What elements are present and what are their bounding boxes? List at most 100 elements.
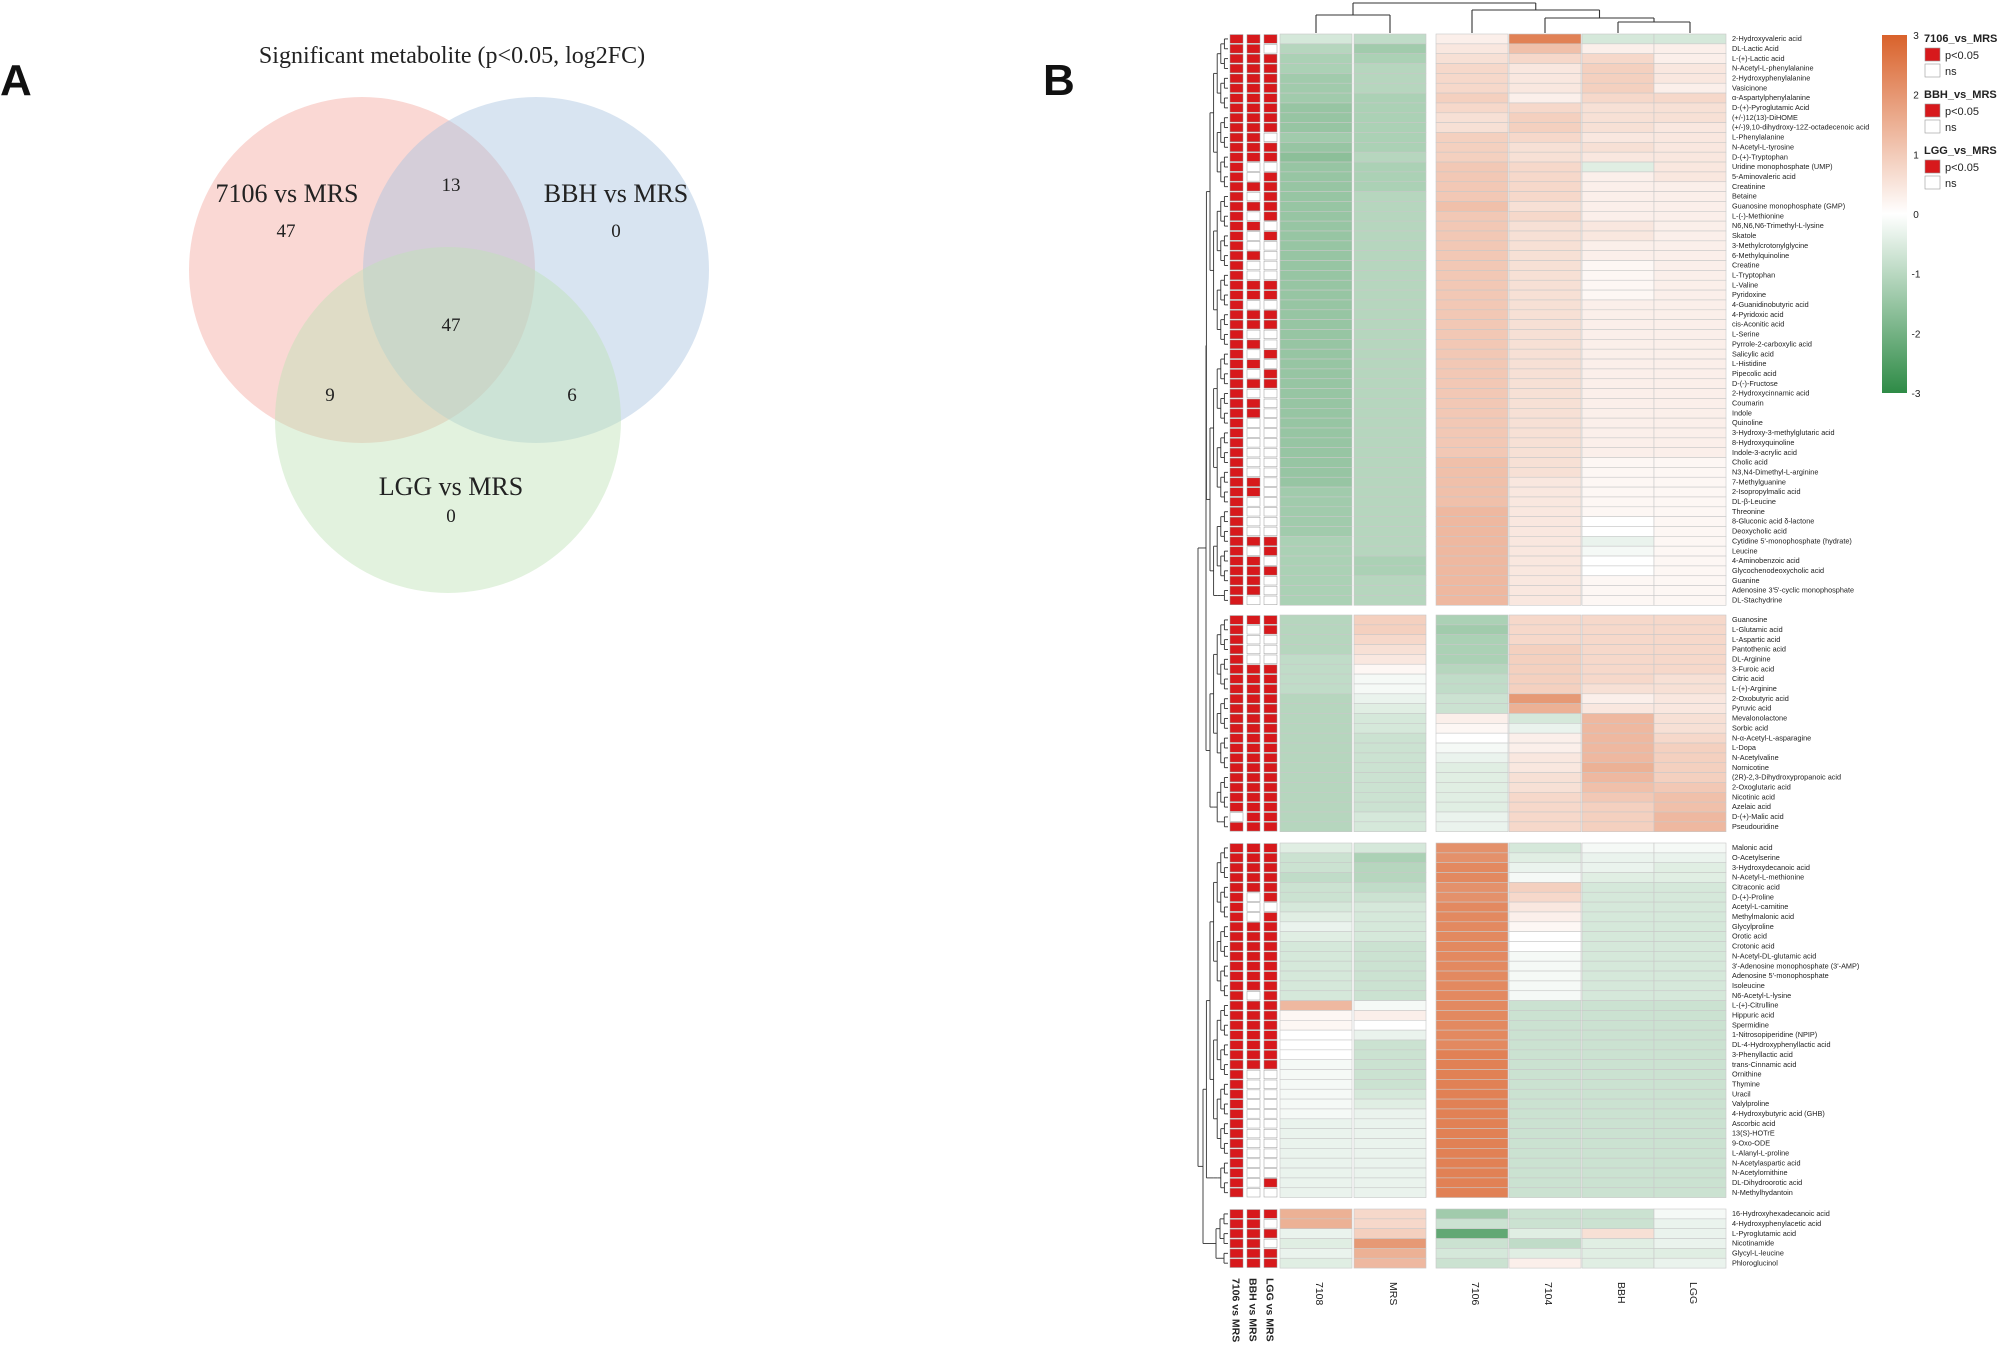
heatmap-cell [1653,1257,1727,1269]
heatmap-cell [1435,683,1509,695]
heatmap-cell [1653,663,1727,675]
metabolite-label: DL-4-Hydroxyphenyllactic acid [1732,1040,1831,1049]
annotation-cell [1229,1158,1244,1168]
heatmap-cell [1279,742,1353,754]
heatmap-cell [1353,1118,1427,1129]
heatmap-cell [1581,673,1655,685]
heatmap-cell [1508,1029,1582,1041]
heatmap-cell [1653,486,1727,498]
annotation-cell [1263,162,1278,172]
heatmap-cell [1653,73,1727,84]
heatmap-cell [1279,575,1353,586]
annotation-cell [1229,418,1244,428]
annotation-cell [1263,1148,1278,1158]
annotation-cell [1229,536,1244,546]
annotation-cell [1263,369,1278,379]
heatmap-cell [1508,486,1582,498]
heatmap-cell [1581,970,1655,982]
heatmap-cell [1508,555,1582,567]
heatmap-cell [1435,1248,1509,1259]
heatmap-cell [1653,1000,1727,1011]
heatmap-cell [1279,486,1353,498]
metabolite-label: Leucine [1732,546,1758,555]
heatmap-cell [1508,63,1582,74]
annotation-cell [1229,1000,1244,1011]
metabolite-label: D-(+)-Proline [1732,892,1774,901]
annotation-cell [1229,941,1244,951]
metabolite-label: D-(+)-Tryptophan [1732,152,1788,161]
metabolite-label: L-Histidine [1732,359,1766,368]
metabolite-label: Phloroglucinol [1732,1258,1778,1267]
heatmap-cell [1353,319,1427,330]
heatmap-cell [1653,1138,1727,1149]
annotation-cell [1263,517,1278,527]
annotation-cell [1246,1188,1261,1198]
annotation-cell [1263,654,1278,664]
heatmap-cell [1435,1029,1509,1041]
heatmap-cell [1435,614,1509,626]
heatmap-cell [1353,102,1427,114]
heatmap-cell [1581,801,1655,813]
annotation-cell [1246,103,1261,113]
heatmap-cell [1353,901,1427,913]
metabolite-label: Glycyl-L-leucine [1732,1248,1784,1257]
heatmap-cell [1353,260,1427,271]
heatmap-cell [1279,842,1353,854]
heatmap-cell [1508,82,1582,94]
annotation-cell [1263,922,1278,932]
heatmap-cell [1279,931,1353,942]
heatmap-cell [1435,624,1509,635]
heatmap-cell [1653,891,1727,903]
annotation-cell [1263,93,1278,103]
metabolite-label: Cholic acid [1732,458,1768,467]
heatmap-cell [1581,911,1655,923]
annotation-cell [1263,260,1278,271]
heatmap-cell [1581,852,1655,863]
heatmap-cell [1435,821,1509,832]
heatmap-cell [1353,980,1427,992]
metabolite-label: L-(+)-Arginine [1732,684,1777,693]
heatmap-cell [1508,191,1582,202]
annotation-cell [1263,1020,1278,1030]
heatmap-cell [1435,33,1509,45]
annotation-cell [1263,408,1278,418]
heatmap-cell [1353,595,1427,606]
heatmap-cell [1353,951,1427,962]
heatmap-cell [1653,506,1727,517]
annotation-cell [1246,1248,1261,1258]
heatmap-legend: 7106_vs_MRS p<0.05 ns BBH_vs_MRS p<0.05 ns LGG… [1882,31,1997,400]
column-labels: 7108 MRS 7106 7104 BBH LGG 7106 vs MRS BBH vs M… [1230,1278,1700,1342]
heatmap-cell [1353,181,1427,192]
heatmap-cell [1508,1218,1582,1229]
heatmap-cell [1581,43,1655,54]
heatmap-cell [1279,63,1353,74]
metabolite-label: Skatole [1732,231,1756,240]
heatmap-cell [1653,132,1727,143]
significance-annotation [1229,34,1278,1268]
heatmap-cell [1279,358,1353,370]
heatmap-cell [1653,339,1727,350]
annotation-cell [1263,1168,1278,1178]
heatmap-cell [1581,398,1655,409]
annotation-cell [1229,241,1244,251]
annotation-cell [1229,83,1244,93]
annotation-cell [1229,753,1244,763]
heatmap-cell [1279,703,1353,714]
heatmap-cell [1435,1177,1509,1189]
annotation-cell [1246,1040,1261,1050]
heatmap-cell [1653,951,1727,962]
heatmap-cell [1653,545,1727,557]
heatmap-cell [1435,891,1509,903]
heatmap-cell [1435,634,1509,645]
heatmap-cell [1279,673,1353,685]
metabolite-label: L-Alanyl-L-proline [1732,1148,1789,1157]
heatmap-cell [1581,624,1655,635]
metabolite-label: DL-Arginine [1732,654,1771,663]
heatmap-cell [1279,811,1353,823]
heatmap-cell [1353,742,1427,754]
annotation-column-label: 7106 vs MRS [1230,1278,1242,1342]
heatmap-cell [1353,614,1427,626]
heatmap-cell [1353,516,1427,527]
heatmap-cell [1508,931,1582,942]
annotation-cell [1263,1089,1278,1099]
